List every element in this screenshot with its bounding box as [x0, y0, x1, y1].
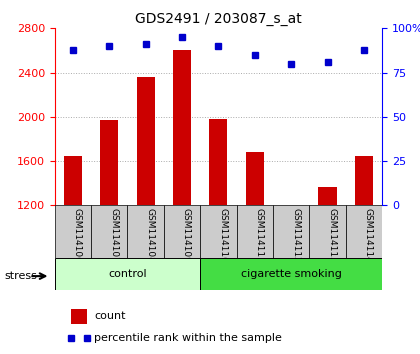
Text: stress: stress [4, 271, 37, 281]
FancyBboxPatch shape [200, 205, 236, 258]
Text: count: count [94, 311, 126, 321]
Text: GSM114107: GSM114107 [109, 208, 118, 263]
Text: GSM114108: GSM114108 [146, 208, 155, 263]
FancyBboxPatch shape [310, 205, 346, 258]
Bar [100, 120, 118, 205]
Text: control: control [108, 269, 147, 279]
Text: GSM114110: GSM114110 [218, 208, 227, 263]
FancyBboxPatch shape [55, 258, 200, 290]
FancyBboxPatch shape [55, 205, 91, 258]
Text: GSM114111: GSM114111 [255, 208, 264, 263]
Text: GSM114106: GSM114106 [73, 208, 82, 263]
FancyBboxPatch shape [200, 258, 382, 290]
FancyBboxPatch shape [91, 205, 127, 258]
Bar [64, 155, 82, 205]
FancyBboxPatch shape [127, 205, 164, 258]
Text: GSM114109: GSM114109 [182, 208, 191, 263]
FancyBboxPatch shape [346, 205, 382, 258]
Bar [71, 309, 87, 324]
FancyBboxPatch shape [273, 205, 310, 258]
Text: GSM114112: GSM114112 [291, 208, 300, 263]
Bar [318, 187, 337, 205]
Title: GDS2491 / 203087_s_at: GDS2491 / 203087_s_at [135, 12, 302, 26]
Bar [246, 152, 264, 205]
Text: GSM114113: GSM114113 [328, 208, 336, 263]
Text: GSM114114: GSM114114 [364, 208, 373, 263]
FancyBboxPatch shape [236, 205, 273, 258]
FancyBboxPatch shape [164, 205, 200, 258]
Bar [173, 50, 191, 205]
Bar [355, 155, 373, 205]
Text: cigarette smoking: cigarette smoking [241, 269, 341, 279]
Bar [136, 77, 155, 205]
Text: percentile rank within the sample: percentile rank within the sample [94, 333, 282, 343]
Bar [209, 119, 228, 205]
